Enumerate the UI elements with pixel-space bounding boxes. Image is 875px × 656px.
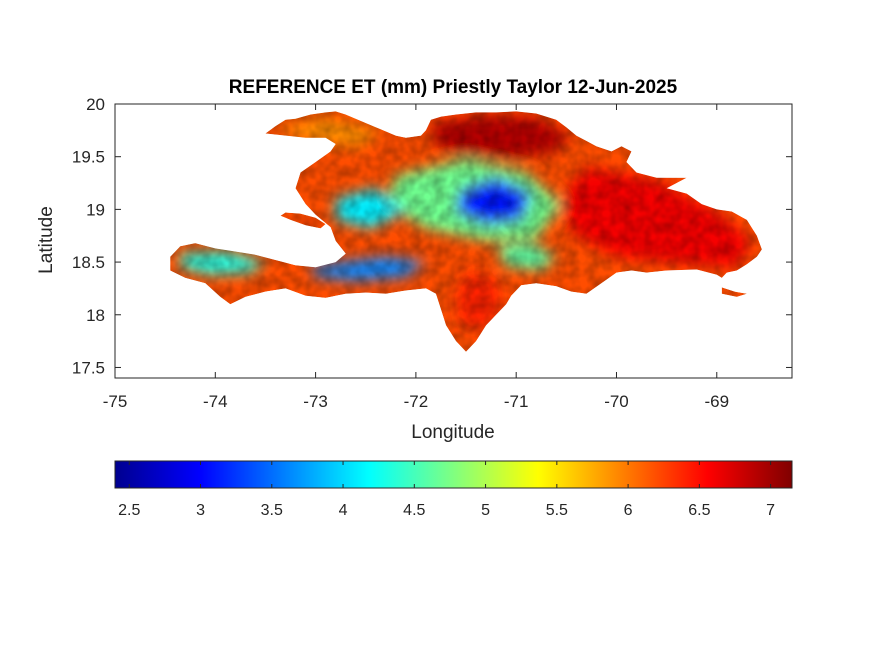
colorbar-tick-label: 3.5 [261, 502, 283, 519]
colorbar-tick-label: 6.5 [688, 502, 710, 519]
x-tick-label: -72 [404, 392, 429, 411]
x-tick-label: -71 [504, 392, 529, 411]
texture [170, 111, 762, 352]
colorbar-tick-label: 3 [196, 502, 205, 519]
x-tick-label: -69 [704, 392, 729, 411]
chart-title: REFERENCE ET (mm) Priestly Taylor 12-Jun… [229, 77, 678, 98]
x-tick-label: -73 [303, 392, 328, 411]
colorbar-tick-labels: 2.5 3 3.5 4 4.5 5 5.5 6 6.5 7 [118, 502, 775, 519]
y-tick-label: 18.5 [72, 253, 105, 272]
colorbar-tick-label: 5.5 [546, 502, 568, 519]
landmass-hispaniola [170, 111, 762, 352]
axis-ticks [114, 103, 792, 378]
y-tick-labels: 17.5 18 18.5 19 19.5 20 [72, 95, 105, 377]
y-tick-label: 20 [86, 95, 105, 114]
landmass-saona [721, 287, 747, 297]
colorbar-tick-label: 4 [339, 502, 348, 519]
x-tick-label: -75 [103, 392, 128, 411]
x-tick-label: -70 [604, 392, 629, 411]
colorbar-ticks [128, 461, 772, 488]
colorbar [114, 460, 793, 489]
colorbar-tick-label: 7 [766, 502, 775, 519]
colorbar-tick-label: 5 [481, 502, 490, 519]
x-tick-label: -74 [203, 392, 228, 411]
y-tick-label: 19.5 [72, 148, 105, 167]
map-area [170, 111, 762, 352]
colorbar-tick-label: 2.5 [118, 502, 140, 519]
colorbar-tick-label: 4.5 [403, 502, 425, 519]
x-axis-label: Longitude [411, 422, 494, 443]
y-tick-label: 18 [86, 306, 105, 325]
y-axis-label: Latitude [36, 206, 57, 274]
colorbar-tick-label: 6 [624, 502, 633, 519]
x-tick-labels: -75 -74 -73 -72 -71 -70 -69 [103, 392, 729, 411]
y-tick-label: 17.5 [72, 358, 105, 377]
axes-frame [114, 103, 793, 379]
y-tick-label: 19 [86, 200, 105, 219]
texture [721, 287, 747, 297]
